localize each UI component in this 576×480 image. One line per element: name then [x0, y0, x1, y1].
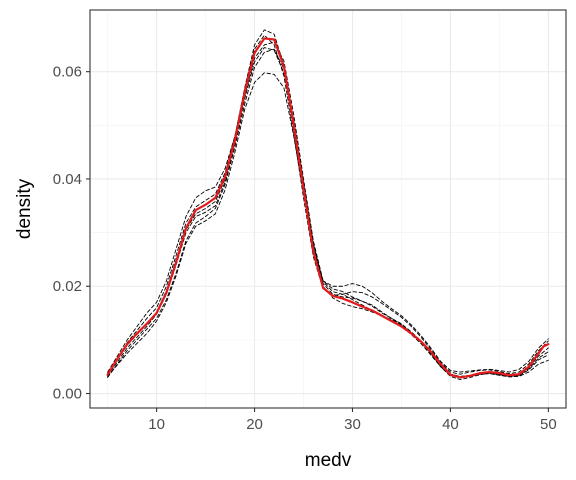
panel-border [89, 9, 567, 409]
y-tick-label: 0.04 [53, 171, 82, 188]
bootstrap-density-line [107, 34, 549, 375]
minor-gridlines [90, 10, 566, 408]
bootstrap-density-line [107, 72, 549, 378]
major-gridlines [90, 10, 566, 408]
x-tick-label: 30 [344, 416, 361, 433]
x-tick-label: 40 [442, 416, 459, 433]
y-tick-label: 0.06 [53, 64, 82, 81]
axis-ticks: 10 20 30 40 50 0.00 0.02 0.04 0.06 [53, 64, 557, 433]
density-line [106, 37, 550, 379]
bootstrap-density-line [107, 29, 549, 373]
density-curves [106, 29, 550, 381]
x-tick-label: 20 [246, 416, 263, 433]
y-tick-label: 0.02 [53, 278, 82, 295]
y-tick-label: 0.00 [53, 386, 82, 403]
bootstrap-density-line [107, 48, 549, 378]
x-axis-title: medv [305, 450, 352, 471]
x-tick-label: 50 [540, 416, 557, 433]
y-axis-title: density [14, 178, 35, 239]
x-tick-label: 10 [148, 416, 165, 433]
bootstrap-density-line [107, 41, 549, 381]
